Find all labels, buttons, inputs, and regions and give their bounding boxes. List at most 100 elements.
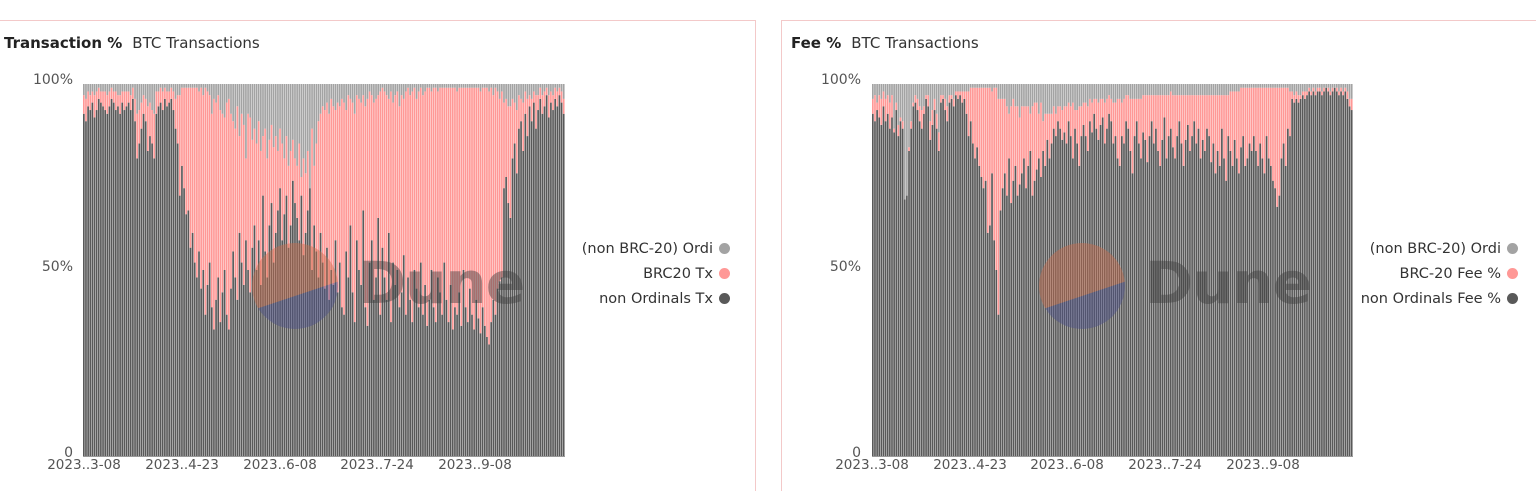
bar-ordi (884, 84, 887, 99)
bar-brc20 (916, 98, 919, 111)
bar-ordi (1123, 84, 1125, 99)
bar-non-ordinals (343, 314, 345, 456)
bar-ordi (1186, 84, 1189, 96)
bar-brc20 (230, 113, 232, 289)
bar-ordi (245, 84, 247, 159)
bar-ordi (1093, 84, 1096, 99)
bar-ordi (1216, 84, 1219, 96)
bar-non-ordinals (946, 121, 949, 456)
bar-ordi (266, 84, 269, 159)
bar-brc20 (997, 98, 1000, 315)
bar-non-ordinals (997, 314, 1000, 456)
bar-non-ordinals (929, 139, 932, 457)
bar-brc20 (533, 91, 535, 103)
bar-brc20 (1076, 110, 1078, 144)
bar-non-ordinals (332, 284, 335, 456)
bar-brc20 (488, 91, 490, 345)
bar-ordi (292, 84, 294, 140)
bar-brc20 (874, 95, 876, 122)
legend-item-ordi[interactable]: (non BRC-20) Ordi (1342, 236, 1518, 261)
bar-non-ordinals (1259, 143, 1262, 456)
bar-brc20 (1204, 95, 1206, 151)
bar-brc20 (1195, 95, 1198, 144)
legend-item-brc20[interactable]: BRC20 Tx (582, 261, 730, 286)
legend-item-brc20[interactable]: BRC-20 Fee % (1342, 261, 1518, 286)
legend-item-ordi[interactable]: (non BRC-20) Ordi (582, 236, 730, 261)
bar-ordi (219, 84, 222, 111)
bar-brc20 (428, 87, 431, 300)
bar-non-ordinals (426, 325, 429, 456)
bar-non-ordinals (411, 322, 414, 456)
bar-brc20 (413, 87, 416, 270)
legend-item-non-ordinals[interactable]: non Ordinals Tx (582, 286, 730, 311)
bar-brc20 (279, 128, 281, 189)
bar-ordi (1074, 84, 1076, 111)
legend-dot-icon (1507, 243, 1518, 254)
bar-non-ordinals (439, 292, 441, 456)
bar-ordi (104, 84, 107, 92)
bar-brc20 (426, 87, 429, 326)
bar-non-ordinals (460, 325, 463, 456)
bar-ordi (937, 84, 940, 133)
bar-non-ordinals (1242, 136, 1245, 456)
bar-ordi (483, 84, 486, 88)
bar-non-ordinals (1350, 110, 1353, 456)
bar-non-ordinals (1331, 91, 1334, 456)
bar-ordi (1014, 84, 1017, 107)
bar-non-ordinals (1093, 113, 1096, 456)
bar-ordi (272, 84, 275, 148)
bar-brc20 (496, 91, 499, 289)
bar-non-ordinals (277, 210, 279, 456)
bar-non-ordinals (545, 95, 548, 456)
legend-item-non-ordinals[interactable]: non Ordinals Fee % (1342, 286, 1518, 311)
bar-brc20 (87, 91, 89, 107)
bar-brc20 (950, 95, 953, 99)
bar-brc20 (520, 98, 522, 122)
bar-ordi (1086, 84, 1089, 107)
bar-ordi (1344, 84, 1347, 88)
bar-brc20 (490, 87, 493, 323)
bar-ordi (1238, 84, 1240, 92)
bar-non-ordinals (1089, 121, 1091, 456)
bar-brc20 (228, 98, 230, 330)
bar-brc20 (1280, 87, 1283, 159)
chart-title-main: Fee % (791, 34, 842, 52)
bar-ordi (159, 84, 162, 88)
bar-brc20 (1248, 87, 1251, 144)
bar-non-ordinals (1301, 95, 1304, 456)
bar-non-ordinals (445, 299, 448, 456)
bar-ordi (481, 84, 484, 88)
bar-brc20 (477, 87, 480, 319)
bar-brc20 (946, 106, 949, 122)
bar-brc20 (1084, 102, 1087, 137)
bar-non-ordinals (1035, 169, 1038, 456)
bar-brc20 (982, 87, 985, 189)
bar-brc20 (912, 102, 915, 107)
bar-brc20 (164, 87, 166, 99)
bar-brc20 (494, 87, 497, 315)
bar-non-ordinals (466, 322, 469, 456)
bar-non-ordinals (225, 314, 228, 456)
bar-ordi (560, 84, 563, 92)
bar-ordi (368, 84, 371, 92)
bar-non-ordinals (168, 102, 170, 456)
bar-non-ordinals (136, 158, 138, 456)
bar-non-ordinals (925, 98, 927, 456)
bar-brc20 (1131, 98, 1134, 174)
bar-ordi (1135, 84, 1138, 99)
bar-brc20 (437, 91, 439, 278)
bar-non-ordinals (370, 240, 373, 456)
bar-non-ordinals (349, 225, 352, 456)
bar-ordi (1208, 84, 1210, 96)
bar-ordi (377, 84, 379, 96)
bar-non-ordinals (1065, 143, 1068, 456)
bar-non-ordinals (419, 262, 422, 456)
bar-ordi (933, 84, 936, 99)
bar-ordi (1129, 84, 1132, 99)
bar-brc20 (193, 87, 196, 263)
bar-ordi (270, 84, 273, 125)
bar-ordi (1038, 84, 1040, 114)
bar-non-ordinals (432, 307, 435, 456)
bar-non-ordinals (274, 232, 277, 456)
bar-non-ordinals (373, 299, 375, 456)
